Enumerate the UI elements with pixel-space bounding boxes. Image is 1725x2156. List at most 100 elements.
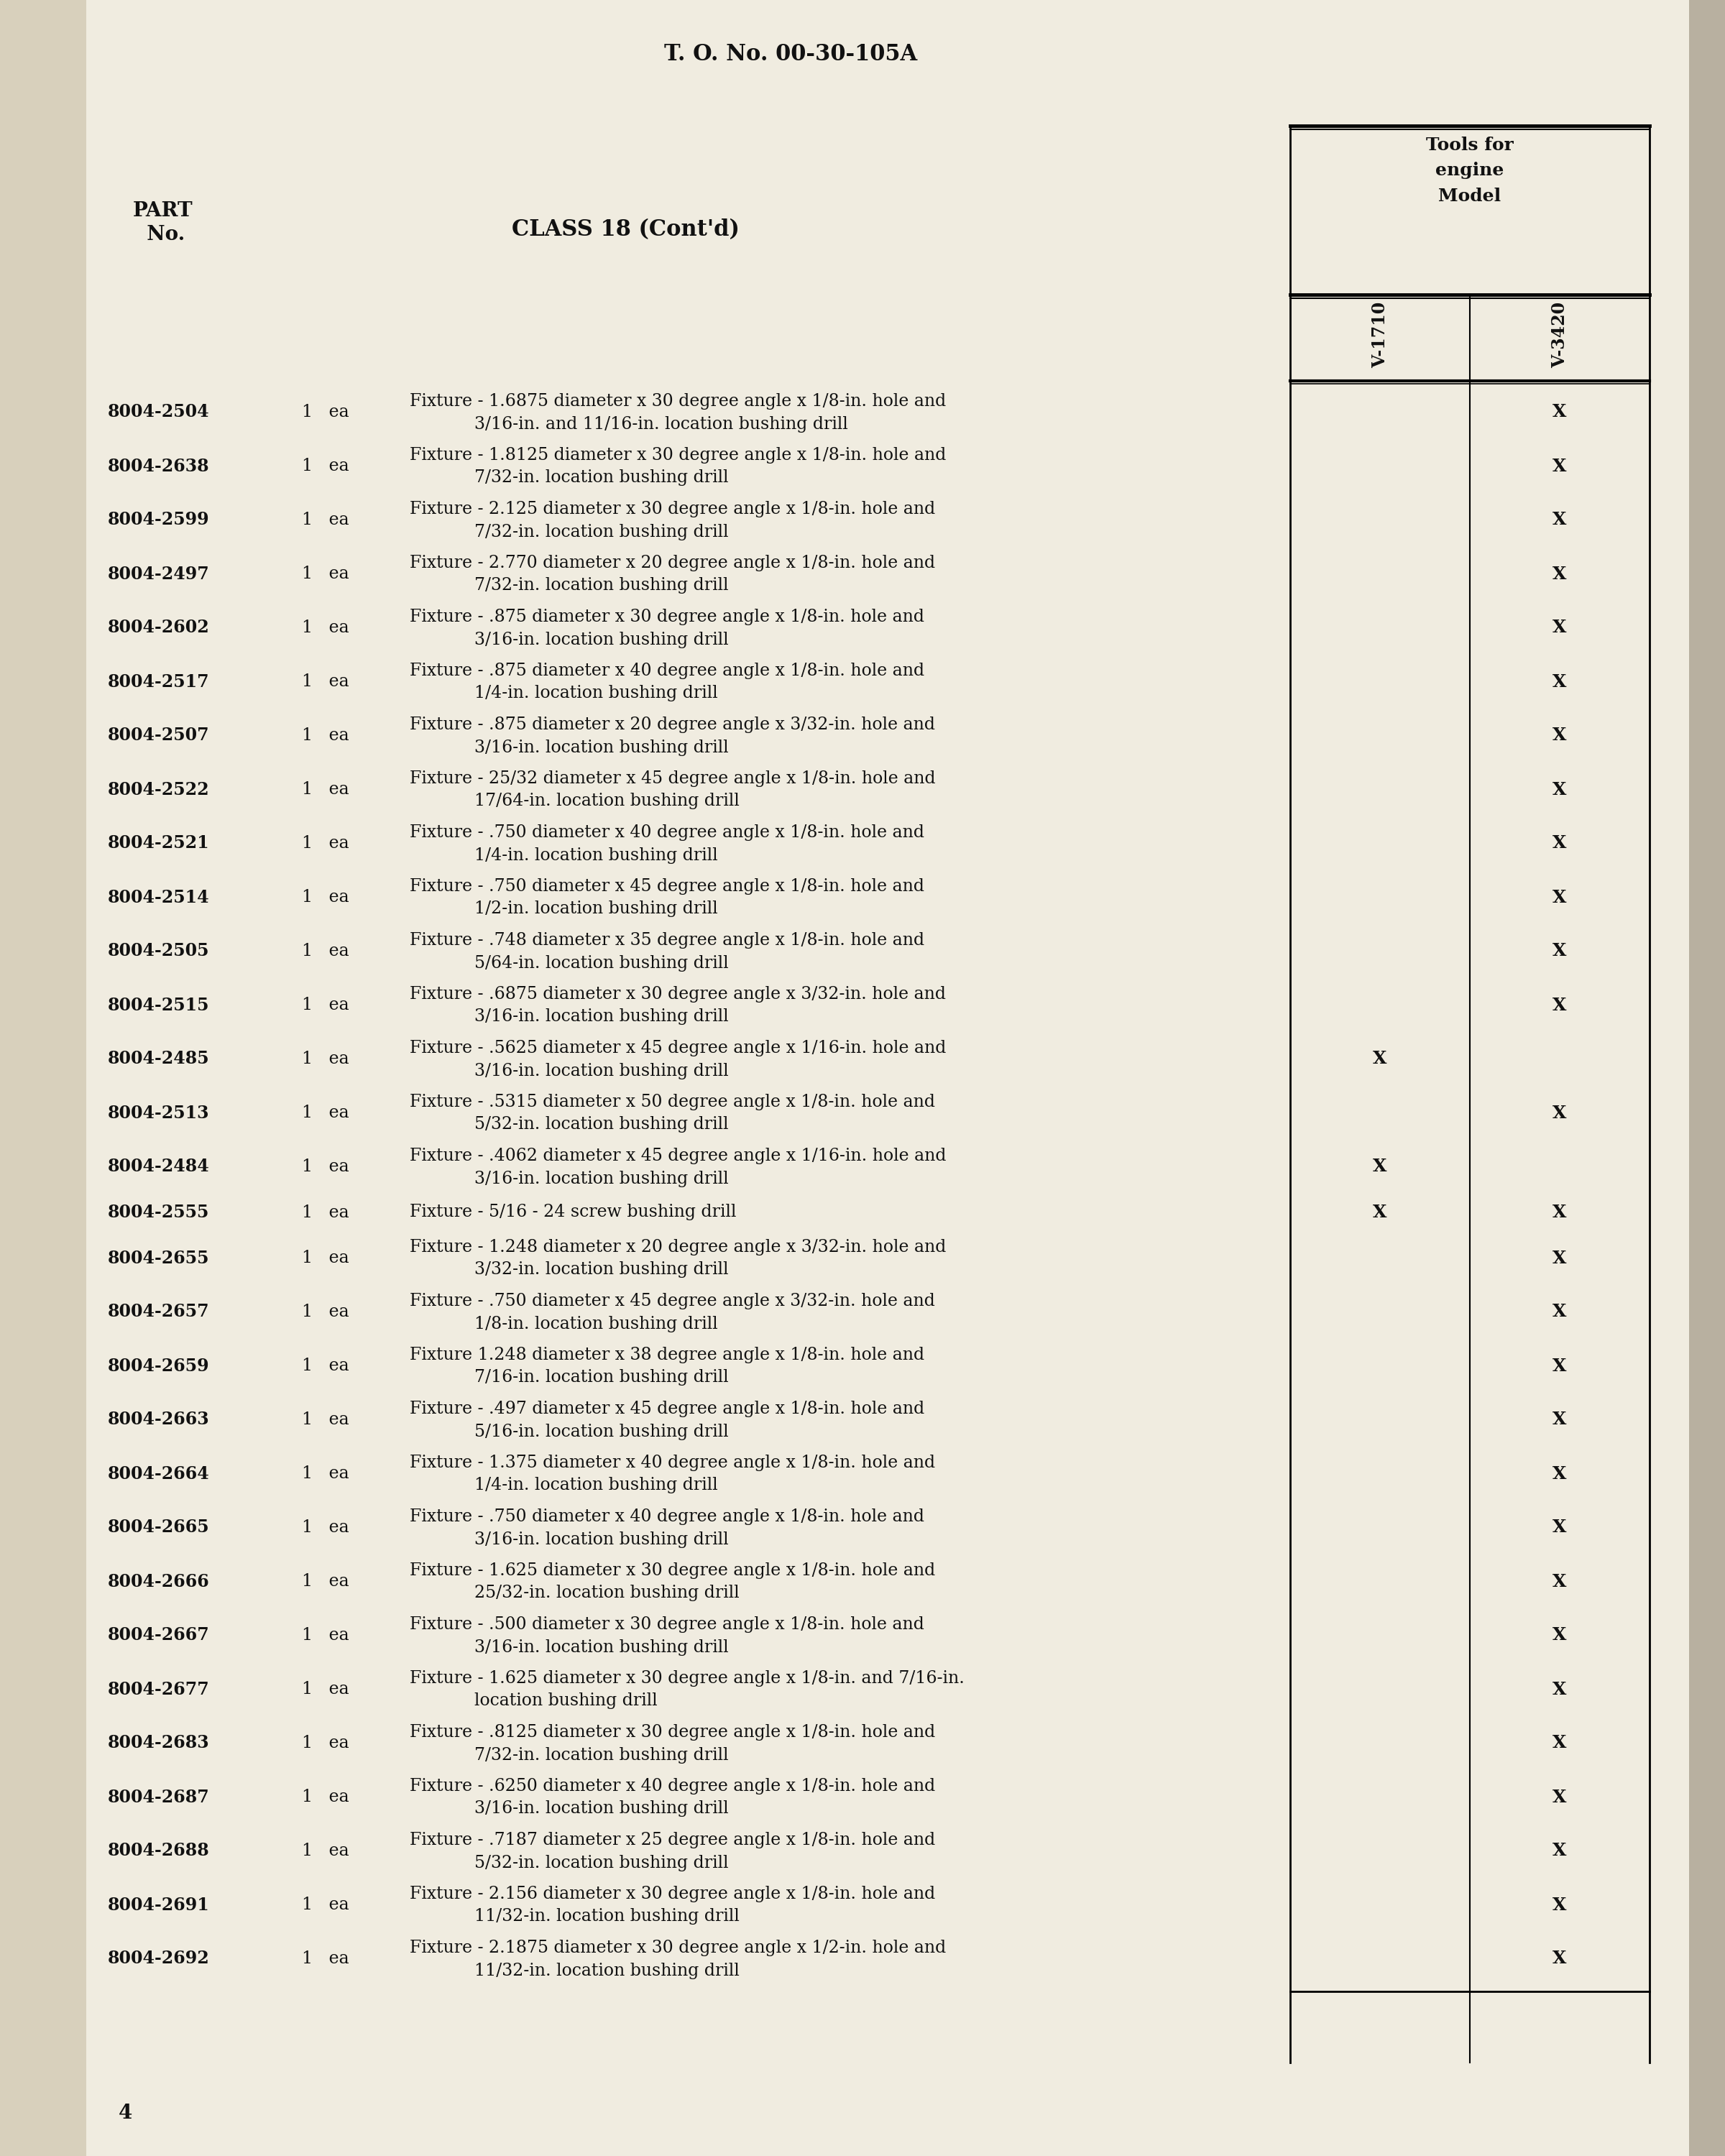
Text: X: X [1552,1574,1566,1591]
Text: X: X [1552,888,1566,906]
Text: 3/16-in. location bushing drill: 3/16-in. location bushing drill [474,1063,728,1078]
Text: 8004-2666: 8004-2666 [107,1574,210,1591]
Text: 7/32-in. location bushing drill: 7/32-in. location bushing drill [474,1746,728,1764]
Text: Fixture - .4062 diameter x 45 degree angle x 1/16-in. hole and: Fixture - .4062 diameter x 45 degree ang… [411,1147,947,1164]
Text: X: X [1552,780,1566,798]
Text: 1   ea: 1 ea [302,1304,348,1319]
Text: 1   ea: 1 ea [302,1412,348,1427]
Text: X: X [1552,565,1566,582]
Text: 25/32-in. location bushing drill: 25/32-in. location bushing drill [474,1585,740,1602]
Text: 1   ea: 1 ea [302,727,348,744]
Text: Fixture - .875 diameter x 20 degree angle x 3/32-in. hole and: Fixture - .875 diameter x 20 degree angl… [411,716,935,733]
Text: 8004-2602: 8004-2602 [107,619,210,636]
Text: 8004-2692: 8004-2692 [107,1949,210,1966]
Text: Fixture - 1.375 diameter x 40 degree angle x 1/8-in. hole and: Fixture - 1.375 diameter x 40 degree ang… [411,1455,935,1470]
Text: X: X [1373,1158,1387,1175]
Text: 8004-2513: 8004-2513 [107,1104,209,1121]
Text: X: X [1552,1733,1566,1751]
Text: 1/8-in. location bushing drill: 1/8-in. location bushing drill [474,1315,718,1332]
Text: 8004-2638: 8004-2638 [107,457,210,474]
Text: 8004-2521: 8004-2521 [107,834,210,852]
Text: 1   ea: 1 ea [302,780,348,798]
Text: Fixture - .748 diameter x 35 degree angle x 1/8-in. hole and: Fixture - .748 diameter x 35 degree angl… [411,931,925,949]
Text: 5/64-in. location bushing drill: 5/64-in. location bushing drill [474,955,728,970]
Text: 1   ea: 1 ea [302,1574,348,1589]
Text: 11/32-in. location bushing drill: 11/32-in. location bushing drill [474,1908,740,1925]
Text: 8004-2659: 8004-2659 [107,1358,210,1376]
Text: Fixture - 1.8125 diameter x 30 degree angle x 1/8-in. hole and: Fixture - 1.8125 diameter x 30 degree an… [411,446,945,464]
Text: 1   ea: 1 ea [302,1789,348,1805]
Text: 4: 4 [119,2104,133,2122]
Text: 8004-2599: 8004-2599 [107,511,210,528]
Text: X: X [1552,996,1566,1013]
Text: 1   ea: 1 ea [302,834,348,852]
Text: X: X [1552,1250,1566,1268]
Text: Fixture - .5315 diameter x 50 degree angle x 1/8-in. hole and: Fixture - .5315 diameter x 50 degree ang… [411,1093,935,1110]
Text: X: X [1552,1789,1566,1807]
Text: 1/4-in. location bushing drill: 1/4-in. location bushing drill [474,1477,718,1494]
Text: 1   ea: 1 ea [302,1682,348,1697]
Text: X: X [1552,673,1566,690]
Text: X: X [1552,619,1566,636]
Text: 1   ea: 1 ea [302,1050,348,1067]
Text: 1   ea: 1 ea [302,1358,348,1373]
Text: Fixture - 1.248 diameter x 20 degree angle x 3/32-in. hole and: Fixture - 1.248 diameter x 20 degree ang… [411,1240,945,1255]
Text: 7/16-in. location bushing drill: 7/16-in. location bushing drill [474,1369,728,1386]
Text: 3/16-in. location bushing drill: 3/16-in. location bushing drill [474,632,728,647]
Text: 3/16-in. location bushing drill: 3/16-in. location bushing drill [474,1800,728,1818]
Text: 1/4-in. location bushing drill: 1/4-in. location bushing drill [474,847,718,862]
Text: 8004-2663: 8004-2663 [107,1412,210,1429]
Text: 1   ea: 1 ea [302,619,348,636]
Text: X: X [1552,1358,1566,1376]
Text: Fixture - .500 diameter x 30 degree angle x 1/8-in. hole and: Fixture - .500 diameter x 30 degree angl… [411,1617,925,1632]
Text: Fixture - .750 diameter x 40 degree angle x 1/8-in. hole and: Fixture - .750 diameter x 40 degree angl… [411,1509,925,1524]
Text: X: X [1552,457,1566,474]
Text: X: X [1552,1518,1566,1535]
Text: 8004-2504: 8004-2504 [107,403,210,420]
Text: Fixture - 2.1875 diameter x 30 degree angle x 1/2-in. hole and: Fixture - 2.1875 diameter x 30 degree an… [411,1940,945,1955]
Text: 3/16-in. and 11/16-in. location bushing drill: 3/16-in. and 11/16-in. location bushing … [474,416,849,431]
Text: 1   ea: 1 ea [302,1951,348,1966]
Text: 8004-2657: 8004-2657 [107,1302,210,1319]
Text: Fixture 1.248 diameter x 38 degree angle x 1/8-in. hole and: Fixture 1.248 diameter x 38 degree angle… [411,1348,925,1363]
Text: Fixture - 1.625 diameter x 30 degree angle x 1/8-in. and 7/16-in.: Fixture - 1.625 diameter x 30 degree ang… [411,1671,964,1686]
Text: 1   ea: 1 ea [302,1736,348,1751]
Text: 1   ea: 1 ea [302,942,348,959]
Text: Fixture - .6875 diameter x 30 degree angle x 3/32-in. hole and: Fixture - .6875 diameter x 30 degree ang… [411,985,945,1003]
Text: X: X [1552,511,1566,528]
Text: CLASS 18 (Cont'd): CLASS 18 (Cont'd) [511,220,740,241]
Text: Fixture - .497 diameter x 45 degree angle x 1/8-in. hole and: Fixture - .497 diameter x 45 degree angl… [411,1401,925,1416]
Text: 1   ea: 1 ea [302,1250,348,1266]
Text: 8004-2517: 8004-2517 [107,673,210,690]
Text: 7/32-in. location bushing drill: 7/32-in. location bushing drill [474,524,728,541]
Text: 3/16-in. location bushing drill: 3/16-in. location bushing drill [474,1531,728,1548]
Text: 8004-2497: 8004-2497 [107,565,210,582]
Text: X: X [1552,1949,1566,1966]
Text: 11/32-in. location bushing drill: 11/32-in. location bushing drill [474,1962,740,1979]
Text: Tools for
engine
Model: Tools for engine Model [1427,136,1513,205]
Text: T. O. No. 00-30-105A: T. O. No. 00-30-105A [664,43,918,65]
Text: 3/16-in. location bushing drill: 3/16-in. location bushing drill [474,740,728,757]
Text: X: X [1552,1466,1566,1483]
Bar [0,0,86,2156]
Text: 1   ea: 1 ea [302,511,348,528]
Text: 3/16-in. location bushing drill: 3/16-in. location bushing drill [474,1171,728,1186]
Text: 1/2-in. location bushing drill: 1/2-in. location bushing drill [474,901,718,918]
Text: X: X [1552,1841,1566,1858]
Text: 8004-2485: 8004-2485 [107,1050,210,1067]
Text: V-1710: V-1710 [1371,302,1389,369]
Text: Fixture - 2.770 diameter x 20 degree angle x 1/8-in. hole and: Fixture - 2.770 diameter x 20 degree ang… [411,554,935,571]
Text: X: X [1552,1897,1566,1915]
Text: 8004-2683: 8004-2683 [107,1733,210,1751]
Text: 8004-2664: 8004-2664 [107,1466,210,1483]
Text: 5/32-in. location bushing drill: 5/32-in. location bushing drill [474,1117,728,1134]
Text: 3/32-in. location bushing drill: 3/32-in. location bushing drill [474,1261,728,1279]
Text: Fixture - .7187 diameter x 25 degree angle x 1/8-in. hole and: Fixture - .7187 diameter x 25 degree ang… [411,1833,935,1848]
Text: X: X [1552,1302,1566,1319]
Text: 8004-2555: 8004-2555 [107,1203,209,1220]
Text: 1   ea: 1 ea [302,457,348,474]
Text: 8004-2688: 8004-2688 [107,1841,210,1858]
Text: 1   ea: 1 ea [302,1158,348,1175]
Text: 8004-2507: 8004-2507 [107,727,210,744]
Text: 8004-2514: 8004-2514 [107,888,210,906]
